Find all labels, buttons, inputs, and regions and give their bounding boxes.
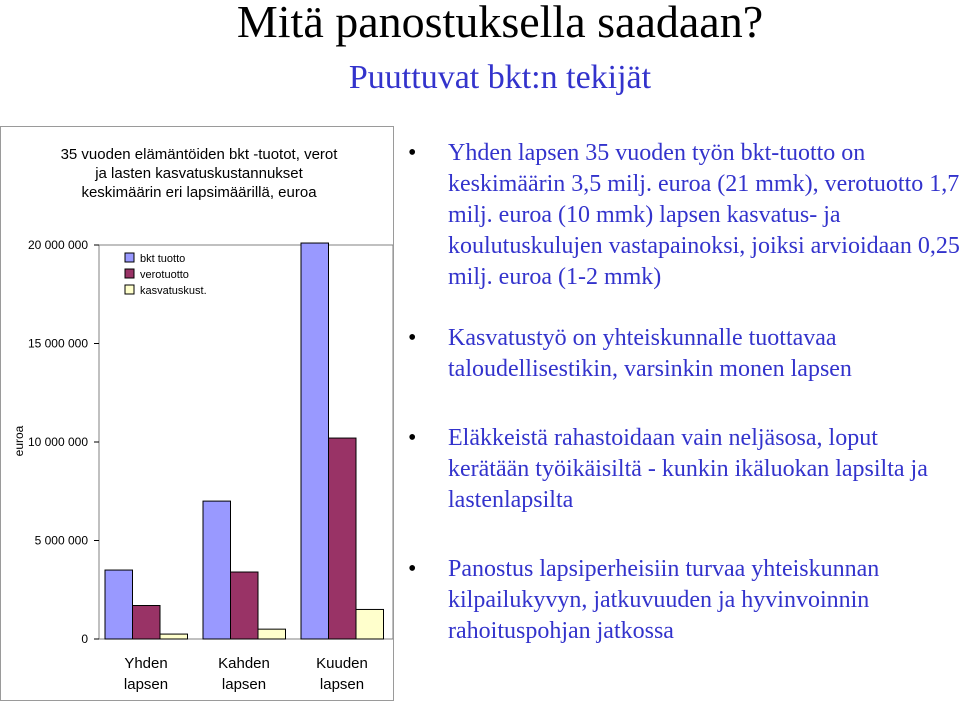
legend-label: bkt tuotto — [140, 253, 185, 265]
legend-swatch — [124, 268, 135, 279]
bullet-text: Yhden lapsen 35 vuoden työn bkt-tuotto o… — [448, 140, 960, 290]
y-tick-label: 0 — [81, 632, 88, 646]
bullet-dot-icon: • — [408, 556, 417, 582]
bullet-text: Kasvatustyö on yhteiskunnalle tuottavaa … — [448, 325, 852, 382]
bar-chart: 35 vuoden elämäntöiden bkt -tuotot, vero… — [12, 146, 393, 693]
bar — [159, 633, 188, 640]
bar — [104, 569, 133, 640]
bullet-item: • Yhden lapsen 35 vuoden työn bkt-tuotto… — [408, 138, 960, 293]
bullet-item: • Panostus lapsiperheisiin turvaa yhteis… — [408, 554, 960, 647]
category-label: lapsen — [222, 676, 266, 693]
bullet-dot-icon: • — [408, 325, 417, 351]
category-label: Kuuden — [316, 655, 368, 672]
bullet-list: • Yhden lapsen 35 vuoden työn bkt-tuotto… — [408, 138, 960, 647]
bullet-dot-icon: • — [408, 425, 417, 451]
y-axis-label: euroa — [12, 425, 26, 456]
bar — [132, 605, 161, 640]
bar — [328, 437, 357, 640]
chart-panel: 35 vuoden elämäntöiden bkt -tuotot, vero… — [0, 126, 394, 701]
chart-title-line: 35 vuoden elämäntöiden bkt -tuotot, vero… — [61, 146, 339, 163]
category-label: lapsen — [124, 676, 168, 693]
chart-title-line: ja lasten kasvatuskustannukset — [94, 165, 303, 182]
legend-label: verotuotto — [140, 269, 189, 281]
bar — [257, 628, 286, 640]
bullet-text: Panostus lapsiperheisiin turvaa yhteisku… — [448, 556, 880, 644]
y-tick-label: 15 000 000 — [28, 337, 88, 351]
legend-swatch — [124, 252, 135, 263]
bar — [202, 500, 231, 640]
slide-subtitle: Puuttuvat bkt:n tekijät — [348, 59, 652, 96]
category-label: Kahden — [218, 655, 270, 672]
legend-label: kasvatuskust. — [140, 285, 207, 297]
bar — [230, 571, 259, 640]
chart-title-line: keskimäärin eri lapsimäärillä, euroa — [81, 184, 317, 201]
y-tick-label: 10 000 000 — [28, 435, 88, 449]
bar — [300, 242, 329, 640]
legend-swatch — [124, 284, 135, 295]
category-label: lapsen — [320, 676, 364, 693]
y-tick-label: 5 000 000 — [35, 534, 89, 548]
bullet-text: Eläkkeistä rahastoidaan vain neljäsosa, … — [448, 425, 928, 513]
category-label: Yhden — [124, 655, 167, 672]
bullet-item: • Eläkkeistä rahastoidaan vain neljäsosa… — [408, 423, 960, 516]
bullet-item: • Kasvatustyö on yhteiskunnalle tuottava… — [408, 323, 960, 385]
slide-title: Mitä panostuksella saadaan? — [236, 0, 764, 47]
y-tick-label: 20 000 000 — [28, 238, 88, 252]
bullet-dot-icon: • — [408, 140, 417, 166]
bar — [355, 608, 384, 640]
